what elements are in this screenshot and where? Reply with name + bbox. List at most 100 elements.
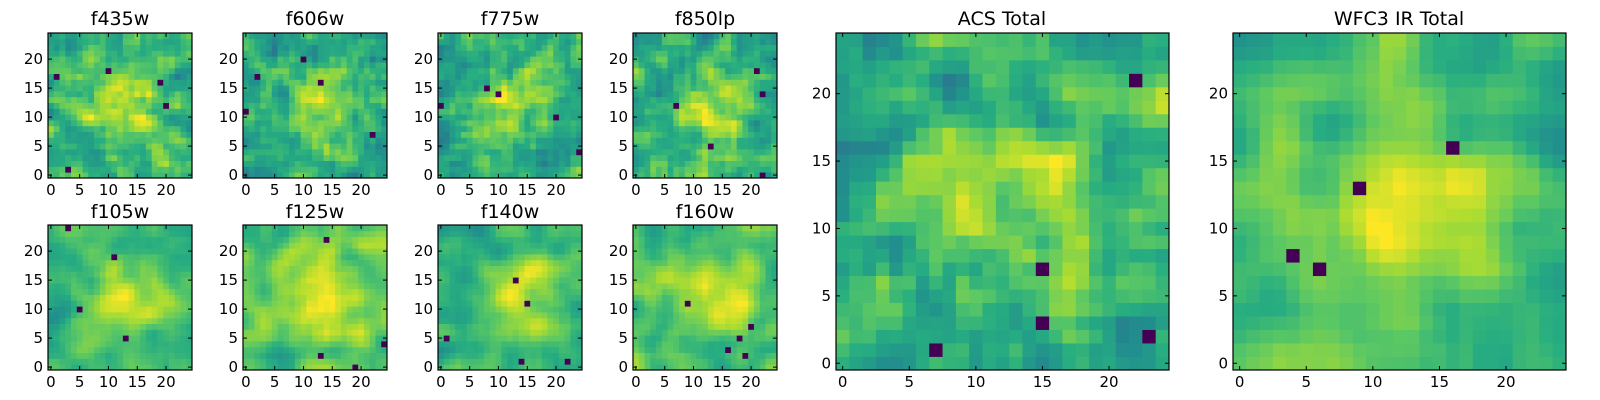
x-tick-label: 5 xyxy=(660,181,670,199)
heatmap-cell xyxy=(661,50,668,57)
heatmap-cell xyxy=(759,114,766,121)
heatmap-cell xyxy=(48,137,55,144)
heatmap-cell xyxy=(725,149,732,156)
heatmap-cell xyxy=(88,346,95,353)
heatmap-cell xyxy=(564,364,571,371)
heatmap-cell xyxy=(157,172,164,179)
heatmap-cell xyxy=(335,294,342,301)
heatmap-cell xyxy=(323,137,330,144)
heatmap-cell xyxy=(443,73,450,80)
heatmap-cell xyxy=(524,56,531,63)
heatmap-cell xyxy=(300,271,307,278)
heatmap-cell xyxy=(358,352,365,359)
heatmap-cell xyxy=(564,248,571,255)
heatmap-cell xyxy=(713,50,720,57)
heatmap-cell xyxy=(340,254,348,261)
heatmap-cell xyxy=(88,335,95,342)
heatmap-cell xyxy=(558,149,566,156)
heatmap-cell xyxy=(530,364,537,371)
heatmap-cell xyxy=(312,154,319,161)
heatmap-cell xyxy=(478,154,485,161)
heatmap-cell xyxy=(638,50,645,57)
heatmap-cell xyxy=(667,154,674,161)
heatmap-cell xyxy=(94,154,101,161)
heatmap-cell xyxy=(312,242,319,249)
heatmap-cell xyxy=(363,102,371,109)
heatmap-cell xyxy=(128,248,135,255)
heatmap-cell xyxy=(277,248,284,255)
heatmap-cell xyxy=(553,312,560,319)
heatmap-cell xyxy=(48,67,55,74)
heatmap-cell xyxy=(174,277,181,284)
heatmap-cell xyxy=(547,91,554,98)
heatmap-cell xyxy=(134,254,141,261)
heatmap-cell xyxy=(696,358,703,365)
heatmap-cell xyxy=(94,317,101,324)
heatmap-cell xyxy=(656,108,663,115)
heatmap-cell xyxy=(638,56,645,63)
heatmap-cell xyxy=(99,160,106,167)
heatmap-cell xyxy=(289,50,296,57)
heatmap-cell xyxy=(736,131,743,138)
heatmap-cell xyxy=(266,294,273,301)
heatmap-cell xyxy=(570,149,577,156)
heatmap-cell xyxy=(88,108,95,115)
heatmap-cell xyxy=(53,85,60,92)
heatmap-cell xyxy=(283,154,290,161)
heatmap-cell xyxy=(667,329,674,336)
heatmap-cell xyxy=(759,73,766,80)
heatmap-cell xyxy=(679,149,686,156)
heatmap-cell xyxy=(88,154,95,161)
heatmap-cell xyxy=(122,50,130,57)
heatmap-cell xyxy=(243,300,250,307)
heatmap-cell xyxy=(59,102,66,109)
heatmap-cell xyxy=(455,131,462,138)
heatmap-cell xyxy=(684,160,691,167)
heatmap-cell xyxy=(317,166,325,173)
heatmap-cell xyxy=(553,277,560,284)
heatmap-cell xyxy=(329,335,336,342)
heatmap-cell xyxy=(449,125,456,132)
heatmap-cell xyxy=(707,79,715,86)
heatmap-cell xyxy=(512,108,520,115)
heatmap-cell xyxy=(88,102,95,109)
heatmap-cell xyxy=(180,277,187,284)
heatmap-cell xyxy=(771,323,778,330)
heatmap-cell xyxy=(168,166,176,173)
heatmap-cell xyxy=(271,160,278,167)
heatmap-cell xyxy=(673,73,680,80)
heatmap-cell xyxy=(759,160,766,167)
heatmap-cell xyxy=(518,236,525,243)
heatmap-cell xyxy=(48,50,55,57)
heatmap-cell xyxy=(151,96,158,103)
heatmap-cell xyxy=(174,294,181,301)
heatmap-cell xyxy=(564,56,571,63)
heatmap-cell xyxy=(501,236,508,243)
heatmap-cell xyxy=(168,265,176,272)
heatmap-cell xyxy=(535,254,543,261)
heatmap-cell xyxy=(122,44,130,51)
heatmap-cell xyxy=(145,329,153,336)
heatmap-cell xyxy=(495,73,502,80)
heatmap-cell xyxy=(128,96,135,103)
heatmap-cell xyxy=(346,166,353,173)
heatmap-cell xyxy=(134,56,141,63)
heatmap-cell xyxy=(145,306,153,313)
heatmap-cell xyxy=(363,300,371,307)
heatmap-cell xyxy=(312,329,319,336)
heatmap-cell xyxy=(495,149,502,156)
heatmap-cell xyxy=(300,56,307,63)
heatmap-cell xyxy=(667,306,674,313)
heatmap-cell xyxy=(352,67,359,74)
heatmap-cell xyxy=(730,38,738,45)
heatmap-cell xyxy=(535,294,543,301)
heatmap-cell xyxy=(679,300,686,307)
heatmap-cell xyxy=(134,85,141,92)
heatmap-cell xyxy=(484,85,491,92)
heatmap-cell xyxy=(656,358,663,365)
heatmap-cell xyxy=(329,242,336,249)
heatmap-cell xyxy=(369,44,376,51)
heatmap-cell xyxy=(300,44,307,51)
heatmap-cell xyxy=(736,149,743,156)
heatmap-cell xyxy=(145,44,153,51)
